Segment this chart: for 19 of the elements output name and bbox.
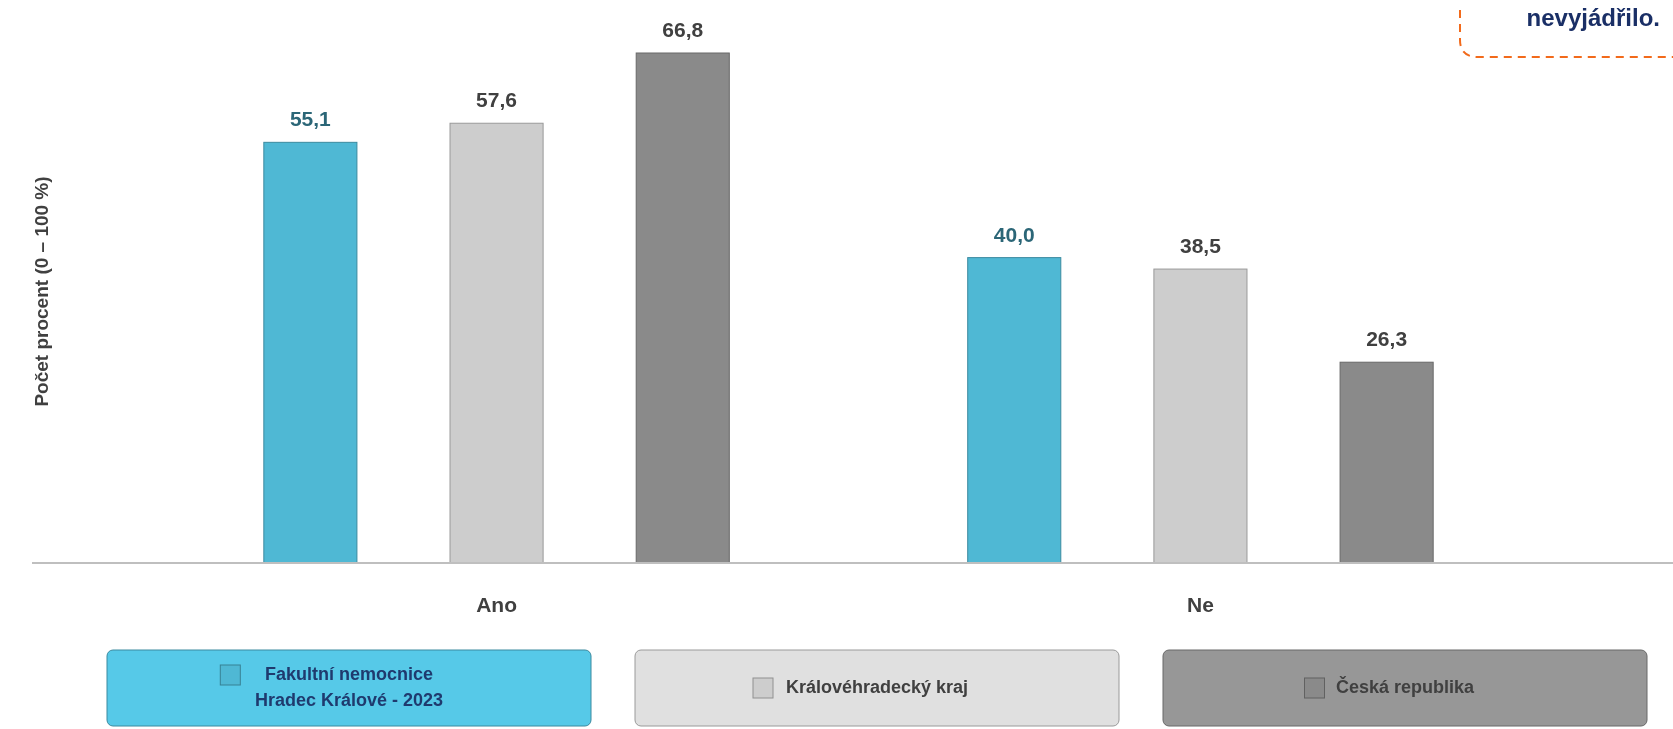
x-tick-label: Ano	[476, 593, 517, 616]
bar	[1153, 268, 1248, 564]
legend-label: Královéhradecký kraj	[785, 676, 969, 697]
y-axis-title: Počet procent (0 – 100 %)	[31, 176, 52, 407]
bar	[967, 257, 1062, 564]
data-label: 40,0	[993, 222, 1035, 246]
data-label: 38,5	[1180, 234, 1222, 258]
legend-label: Česká republika	[1335, 675, 1476, 697]
bar	[635, 52, 730, 564]
bar	[263, 141, 358, 564]
data-label: 66,8	[662, 18, 704, 41]
data-label: 55,1	[289, 107, 332, 131]
bar	[1339, 361, 1434, 564]
bar	[449, 122, 544, 564]
data-label: 26,3	[1366, 327, 1408, 351]
x-tick-label: Ne	[1187, 593, 1214, 616]
text: nevyjádřilo.	[1526, 4, 1660, 31]
legend-label: Fakultní nemocnice Hradec Králové - 2023	[254, 663, 444, 710]
data-label: 57,6	[476, 88, 517, 112]
